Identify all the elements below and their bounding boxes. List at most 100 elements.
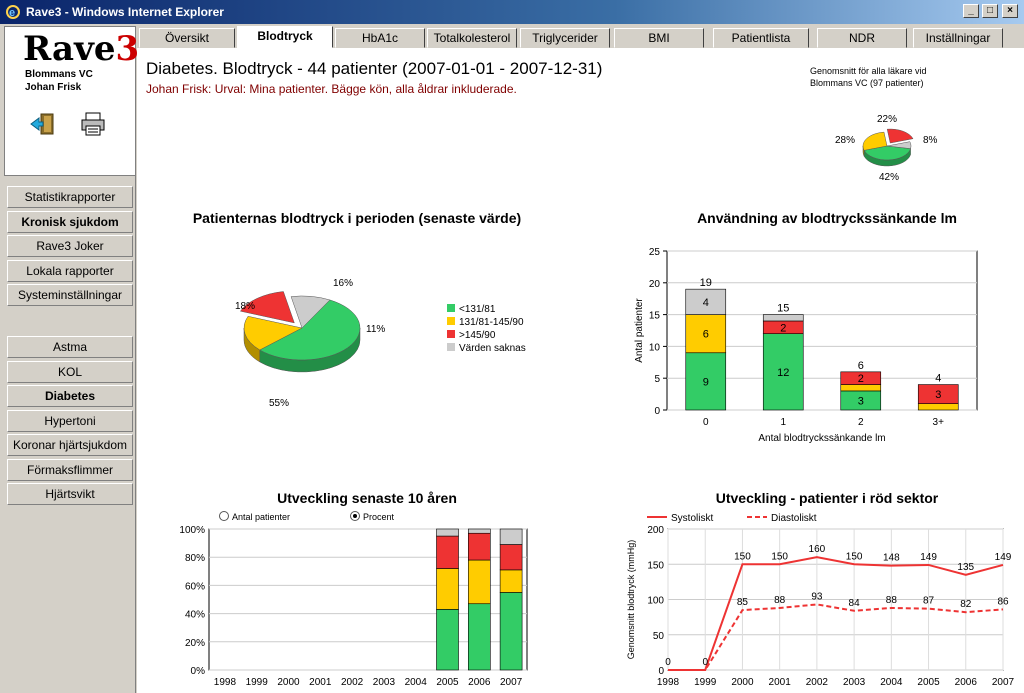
average-pie-chart: 42% 28% 22% 8%: [835, 114, 938, 183]
sidebar-item-hypertoni[interactable]: Hypertoni: [7, 409, 133, 432]
y-tick-label: 15: [649, 311, 661, 322]
sidebar-item-förmaksflimmer[interactable]: Förmaksflimmer: [7, 458, 133, 481]
y-tick-label: 200: [647, 525, 664, 536]
svg-text:e: e: [9, 7, 15, 19]
pie-legend-item: <131/81: [447, 304, 496, 315]
x-tick-label: 2007: [992, 677, 1015, 688]
sidebar-item-astma[interactable]: Astma: [7, 336, 133, 358]
line-point-label: 82: [960, 599, 972, 610]
maximize-button[interactable]: □: [982, 4, 998, 18]
pie-chart-title: Patienternas blodtryck i perioden (senas…: [192, 210, 522, 226]
radio-procent[interactable]: Procent: [350, 511, 395, 523]
logout-icon[interactable]: [29, 111, 57, 137]
pie-legend-item: Värden saknas: [447, 343, 526, 354]
x-tick-label: 2002: [806, 677, 829, 688]
sidebar-item-lokala-rapporter[interactable]: Lokala rapporter: [7, 259, 133, 282]
line-point-label: 160: [809, 544, 826, 555]
sidebar-item-kronisk-sjukdom[interactable]: Kronisk sjukdom: [7, 210, 133, 233]
print-icon[interactable]: [79, 111, 107, 137]
bar-segment: [499, 544, 523, 571]
sidebar-item-hjärtsvikt[interactable]: Hjärtsvikt: [7, 483, 133, 505]
line-point-label: 0: [665, 657, 671, 668]
x-tick-label: 2005: [436, 677, 459, 688]
x-tick-label: 2003: [373, 677, 396, 688]
bar-value-label: 2: [780, 322, 786, 334]
pie-legend-item: >145/90: [447, 330, 496, 341]
org-name: Blommans VC: [25, 69, 93, 80]
tab-totalkolesterol[interactable]: Totalkolesterol: [427, 28, 517, 48]
svg-text:Värden saknas: Värden saknas: [459, 343, 526, 354]
y-tick-label: 80%: [185, 553, 205, 564]
svg-text:131/81-145/90: 131/81-145/90: [459, 317, 524, 328]
y-tick-label: 100: [647, 596, 664, 607]
sidebar-item-diabetes[interactable]: Diabetes: [7, 385, 133, 407]
tab-ndr[interactable]: NDR: [817, 28, 907, 48]
y-axis-label: Antal patienter: [634, 298, 645, 363]
y-tick-label: 60%: [185, 581, 205, 592]
x-tick-label: 2006: [468, 677, 491, 688]
line-point-label: 87: [923, 596, 935, 607]
svg-text:<131/81: <131/81: [459, 304, 496, 315]
sidebar-item-rave3-joker[interactable]: Rave3 Joker: [7, 235, 133, 257]
pie-slice: [886, 128, 914, 144]
bar-segment: [685, 288, 727, 315]
pie-label: 16%: [333, 278, 353, 289]
x-tick-label: 2003: [843, 677, 866, 688]
sidebar-item-kol[interactable]: KOL: [7, 360, 133, 383]
y-tick-label: 50: [653, 631, 665, 642]
svg-text:>145/90: >145/90: [459, 330, 496, 341]
svg-text:Antal patienter: Antal patienter: [232, 512, 290, 522]
line-point-label: 86: [997, 596, 1009, 607]
bar-segment: [467, 603, 491, 671]
radio-antal-patienter[interactable]: Antal patienter: [219, 511, 291, 523]
line-series-systoliskt: [668, 556, 1004, 671]
tab-patientlista[interactable]: Patientlista: [713, 28, 809, 48]
x-tick-label: 2005: [917, 677, 940, 688]
line-point-label: 150: [846, 551, 863, 562]
tab-triglycerider[interactable]: Triglycerider: [520, 28, 610, 48]
bar-total-label: 4: [935, 373, 941, 385]
x-tick-label: 2004: [405, 677, 428, 688]
x-tick-label: 1: [780, 417, 786, 428]
x-tick-label: 2007: [500, 677, 523, 688]
y-tick-label: 25: [649, 247, 661, 258]
bar-total-label: 6: [858, 360, 864, 372]
line-point-label: 148: [883, 553, 900, 564]
tab-bmi[interactable]: BMI: [614, 28, 704, 48]
bar-segment: [685, 314, 727, 354]
window-title: Rave3 - Windows Internet Explorer: [26, 5, 224, 19]
tab-översikt[interactable]: Översikt: [139, 28, 235, 48]
x-tick-label: 2006: [955, 677, 978, 688]
x-tick-label: 2002: [341, 677, 364, 688]
tab-inställningar[interactable]: Inställningar: [913, 28, 1003, 48]
user-name: Johan Frisk: [25, 82, 82, 93]
bar-value-label: 12: [777, 367, 789, 379]
x-tick-label: 1998: [657, 677, 680, 688]
y-tick-label: 0: [654, 406, 660, 417]
sidebar-item-systeminställningar[interactable]: Systeminställningar: [7, 284, 133, 306]
pie-legend-item: 131/81-145/90: [447, 317, 524, 328]
y-tick-label: 10: [649, 342, 661, 353]
tab-hba1c[interactable]: HbA1c: [335, 28, 425, 48]
close-button[interactable]: ×: [1002, 4, 1018, 18]
window-titlebar: e Rave3 - Windows Internet Explorer _ □ …: [0, 0, 1024, 24]
development-stacked-chart: Antal patienter Procent 0% 20% 40% 60% 80% 100%…: [179, 511, 528, 688]
y-axis-label: Genomsnitt blodtryck (mmHg): [626, 540, 636, 660]
y-tick-label: 20%: [185, 638, 205, 649]
x-tick-label: 1998: [214, 677, 237, 688]
line-point-label: 150: [771, 551, 788, 562]
pie-label: 8%: [923, 135, 938, 146]
sidebar-item-koronar-hjärtsjukdom[interactable]: Koronar hjärtsjukdom: [7, 434, 133, 456]
page-title: Diabetes. Blodtryck - 44 patienter (2007…: [146, 59, 603, 78]
content-area: Översikt Blodtryck HbA1c Totalkolesterol Tri…: [137, 26, 1024, 693]
average-note-line2: Blommans VC (97 patienter): [810, 78, 924, 88]
tab-bar: Översikt Blodtryck HbA1c Totalkolesterol Tri…: [137, 26, 1024, 48]
minimize-button[interactable]: _: [963, 4, 979, 18]
pie-label: 55%: [269, 398, 289, 409]
sidebar-item-statistikrapporter[interactable]: Statistikrapporter: [7, 186, 133, 208]
line-point-label: 149: [995, 552, 1012, 563]
red-sector-line-chart: Systoliskt Diastoliskt 0 50 100 150 200 1998 199…: [626, 513, 1015, 688]
tab-blodtryck[interactable]: Blodtryck: [237, 26, 333, 48]
line-legend-systoliskt: Systoliskt: [647, 513, 713, 524]
